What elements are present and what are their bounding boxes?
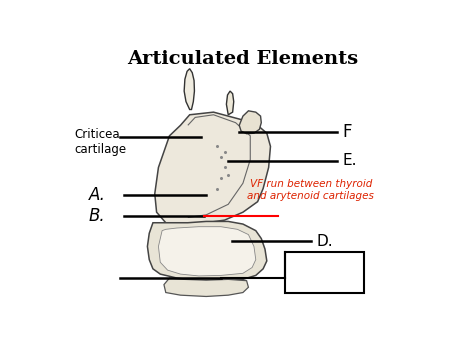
Polygon shape <box>227 91 234 115</box>
Text: D.: D. <box>316 234 333 249</box>
Text: F: F <box>342 123 352 141</box>
Bar <box>285 252 364 292</box>
Text: E.: E. <box>342 153 356 168</box>
Polygon shape <box>155 112 271 225</box>
Text: VF run between thyroid
and arytenoid cartilages: VF run between thyroid and arytenoid car… <box>247 179 374 201</box>
Polygon shape <box>147 221 267 281</box>
Text: C.: C. <box>346 265 364 283</box>
Text: Criticea
cartilage: Criticea cartilage <box>74 129 126 156</box>
Polygon shape <box>239 111 261 134</box>
Text: Articulated Elements: Articulated Elements <box>128 51 358 68</box>
Polygon shape <box>184 69 194 109</box>
Text: A.: A. <box>89 186 106 204</box>
Polygon shape <box>164 278 248 297</box>
Text: B.: B. <box>89 207 105 225</box>
Polygon shape <box>158 227 256 276</box>
